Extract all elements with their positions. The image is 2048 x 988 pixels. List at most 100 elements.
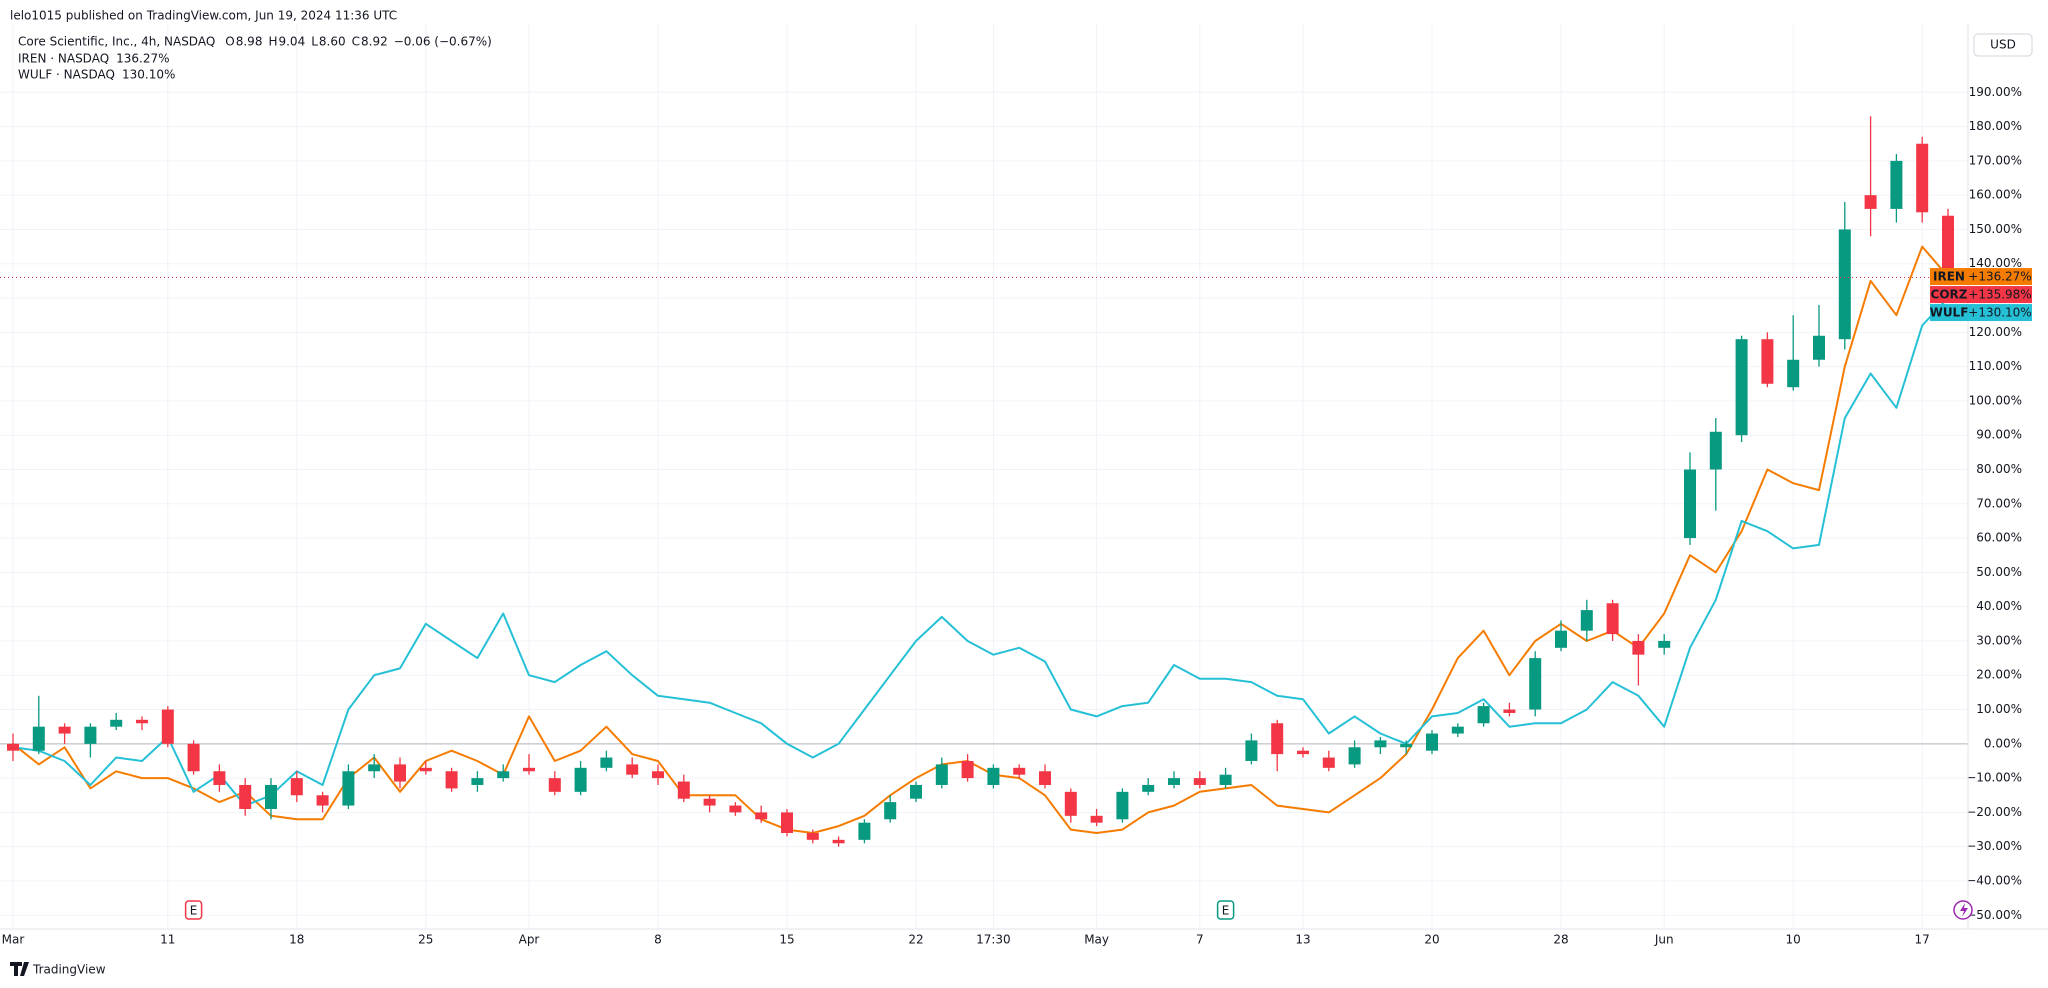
ohlc-value: 8.92 bbox=[361, 35, 388, 49]
currency[interactable]: USD bbox=[1990, 38, 2016, 52]
candle-body bbox=[394, 764, 406, 782]
y-tick-label: 140.00% bbox=[1969, 256, 2022, 270]
ohlc-value: 8.98 bbox=[236, 35, 263, 49]
x-tick-label: 11 bbox=[160, 933, 175, 947]
y-tick-label: 30.00% bbox=[1976, 633, 2022, 647]
legend-series: IREN · NASDAQ bbox=[18, 52, 109, 66]
candle-body bbox=[368, 764, 381, 772]
candle-body bbox=[316, 795, 329, 806]
candle-body bbox=[445, 771, 458, 789]
candle-body bbox=[1529, 658, 1542, 710]
candle-body bbox=[755, 812, 768, 820]
candle-body bbox=[961, 760, 974, 779]
badge-value: +135.98% bbox=[1968, 288, 2031, 302]
y-tick-label: −30.00% bbox=[1966, 839, 2022, 853]
candle-body bbox=[187, 743, 200, 772]
candle-body bbox=[1400, 743, 1413, 748]
badge-name: IREN bbox=[1933, 270, 1965, 284]
legend-series: WULF · NASDAQ bbox=[18, 68, 115, 82]
candle-body bbox=[32, 726, 45, 751]
y-tick-label: 190.00% bbox=[1969, 85, 2022, 99]
candle-body bbox=[1271, 723, 1284, 755]
candle-body bbox=[1555, 630, 1567, 648]
candle-body bbox=[1348, 747, 1361, 765]
candle-body bbox=[1116, 791, 1129, 820]
candle-body bbox=[497, 771, 510, 779]
x-tick-label: 8 bbox=[654, 933, 662, 947]
currency-button[interactable] bbox=[1973, 33, 2033, 57]
logo-icon bbox=[10, 962, 29, 976]
x-tick-label: 10 bbox=[1786, 933, 1801, 947]
candle-body bbox=[1142, 784, 1155, 792]
candle-body bbox=[1813, 335, 1825, 360]
candle-body bbox=[1322, 757, 1335, 768]
candle-body bbox=[1297, 750, 1309, 755]
candle-body bbox=[1168, 778, 1180, 785]
ohlc-label: C bbox=[352, 35, 360, 49]
y-tick-label: 50.00% bbox=[1976, 565, 2022, 579]
candle-body bbox=[84, 726, 97, 744]
y-tick-label: −20.00% bbox=[1966, 805, 2022, 819]
x-tick-label: 7 bbox=[1196, 933, 1204, 947]
candle-body bbox=[110, 719, 123, 727]
x-tick-label: 20 bbox=[1424, 933, 1439, 947]
candle-body bbox=[342, 771, 355, 806]
candle-body bbox=[290, 778, 303, 796]
candle-body bbox=[781, 812, 793, 833]
candle-body bbox=[1245, 740, 1258, 761]
x-tick-label: Mar bbox=[2, 933, 25, 947]
x-tick-label: 22 bbox=[908, 933, 923, 947]
candle-body bbox=[1684, 469, 1696, 539]
brand: TradingView bbox=[32, 963, 106, 977]
candle-body bbox=[239, 784, 252, 809]
y-tick-label: 180.00% bbox=[1969, 119, 2022, 133]
event-label: E bbox=[1222, 904, 1230, 918]
candle-body bbox=[1942, 215, 1954, 278]
y-tick-label: 70.00% bbox=[1976, 496, 2022, 510]
badge-name-box bbox=[1930, 268, 1968, 286]
y-tick-label: 20.00% bbox=[1976, 668, 2022, 682]
y-tick-label: 10.00% bbox=[1976, 702, 2022, 716]
candle-body bbox=[729, 805, 742, 813]
candle-body bbox=[1580, 610, 1593, 631]
dividend-icon bbox=[1960, 903, 1968, 917]
header: lelo1015 published on TradingView.com, J… bbox=[10, 9, 397, 23]
candle-body bbox=[1451, 726, 1464, 734]
candle-body bbox=[1916, 143, 1929, 213]
candle-body bbox=[1193, 778, 1206, 785]
candle-body bbox=[1864, 195, 1877, 209]
candle-body bbox=[1735, 339, 1748, 436]
candle-body bbox=[1503, 709, 1516, 713]
candle-body bbox=[58, 726, 71, 734]
y-tick-label: 100.00% bbox=[1969, 393, 2022, 407]
badge-name-box bbox=[1930, 286, 1968, 304]
candle-body bbox=[858, 822, 871, 840]
candle-body bbox=[471, 778, 484, 785]
candle-body bbox=[1890, 160, 1903, 209]
y-tick-label: 160.00% bbox=[1969, 188, 2022, 202]
x-tick-label: Jun bbox=[1654, 933, 1674, 947]
line-iren bbox=[12, 245, 1949, 834]
candle-body bbox=[987, 767, 1000, 785]
candle-body bbox=[1632, 640, 1645, 655]
candle-body bbox=[1039, 771, 1051, 785]
badge-value: +136.27% bbox=[1968, 270, 2031, 284]
candle-body bbox=[7, 743, 19, 751]
y-tick-label: 90.00% bbox=[1976, 428, 2022, 442]
x-tick-label: 18 bbox=[289, 933, 304, 947]
event-marker bbox=[1216, 900, 1235, 920]
badge-name: CORZ bbox=[1931, 288, 1968, 302]
candle-body bbox=[1658, 640, 1671, 648]
candle-body bbox=[419, 767, 432, 772]
footer-logo: TradingView bbox=[10, 962, 106, 977]
y-tick-label: −10.00% bbox=[1966, 771, 2022, 785]
candle-body bbox=[523, 767, 535, 772]
badge-name: WULF bbox=[1930, 306, 1969, 320]
event-label: E bbox=[190, 904, 198, 918]
y-tick-label: −50.00% bbox=[1966, 908, 2022, 922]
y-tick-label: −40.00% bbox=[1966, 873, 2022, 887]
candle-body bbox=[832, 839, 845, 844]
x-tick-label: 25 bbox=[418, 933, 433, 947]
